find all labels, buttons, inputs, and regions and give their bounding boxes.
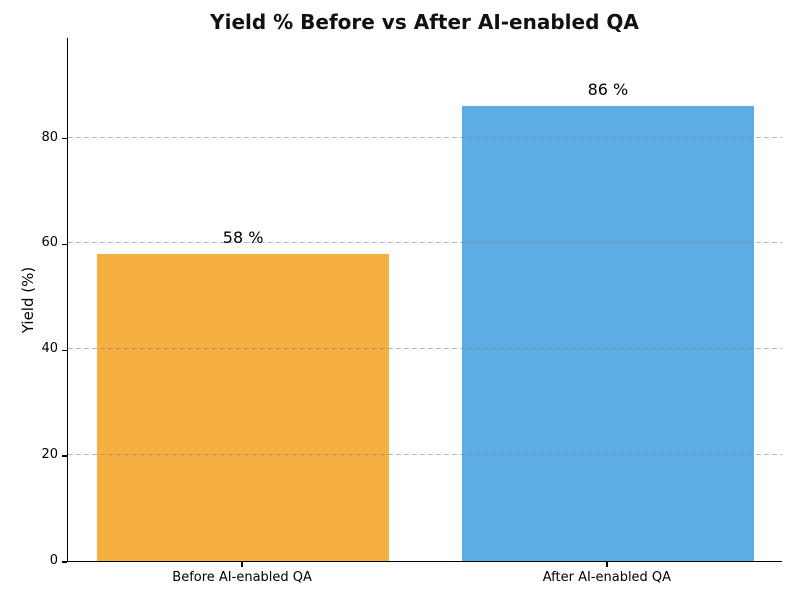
bar-value-label-before: 58 % bbox=[222, 228, 264, 248]
y-tick-mark-40 bbox=[62, 349, 67, 351]
y-tick-label-40: 40 bbox=[41, 341, 58, 357]
y-tick-label-80: 80 bbox=[41, 129, 58, 145]
y-tick-mark-20 bbox=[62, 455, 67, 457]
chart-title: Yield % Before vs After AI-enabled QA bbox=[210, 10, 639, 34]
x-tick-mark-1 bbox=[606, 562, 608, 567]
gridline-20 bbox=[68, 454, 782, 456]
y-tick-mark-80 bbox=[62, 137, 67, 140]
bar-value-label-after: 86 % bbox=[587, 79, 629, 99]
x-tick-label-1: After AI-enabled QA bbox=[542, 570, 672, 585]
gridline-40 bbox=[68, 348, 782, 350]
x-tick-mark-0 bbox=[241, 562, 243, 567]
y-tick-mark-0 bbox=[62, 561, 67, 563]
bar-before bbox=[97, 254, 389, 561]
y-axis-label: Yield (%) bbox=[19, 266, 37, 334]
gridline-80 bbox=[68, 136, 782, 138]
y-tick-mark-60 bbox=[62, 243, 67, 246]
plot-area: 58 % 86 % bbox=[67, 38, 782, 562]
y-tick-label-20: 20 bbox=[41, 447, 58, 463]
y-tick-label-0: 0 bbox=[49, 553, 58, 568]
gridline-60 bbox=[68, 242, 782, 244]
y-tick-label-60: 60 bbox=[41, 235, 58, 251]
bar-after bbox=[461, 105, 754, 561]
x-tick-label-0: Before AI-enabled QA bbox=[172, 570, 312, 585]
